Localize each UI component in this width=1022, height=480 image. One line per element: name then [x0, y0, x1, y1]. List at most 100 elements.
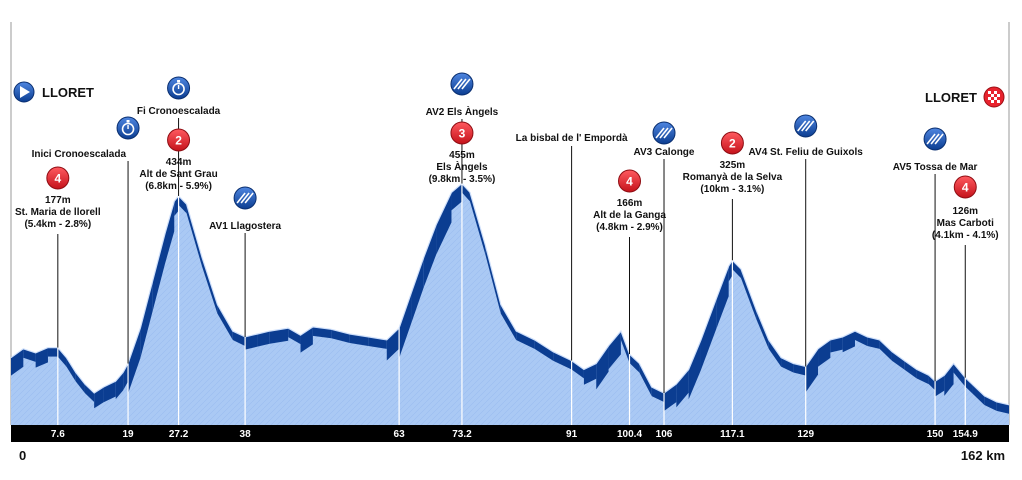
- annotation-text: Els Àngels: [436, 160, 488, 173]
- profile-slope-segment: [57, 347, 67, 367]
- sprint-stripe: [926, 133, 936, 145]
- profile-slope-segment: [500, 304, 517, 341]
- profile-slope-segment: [972, 384, 985, 405]
- start-town-label: LLORET: [42, 85, 94, 100]
- annotation-text: 325m: [720, 160, 746, 171]
- profile-slope-segment: [128, 328, 141, 394]
- annotation-sprint: AV1 Llagostera: [209, 186, 282, 337]
- profile-slope-segment: [944, 363, 954, 396]
- checker-square: [997, 100, 1000, 103]
- annotation-text: (4.1km - 4.1%): [932, 230, 999, 241]
- tick-label: 91: [566, 429, 578, 440]
- profile-slope-segment: [103, 381, 116, 403]
- profile-slope-segment: [485, 245, 501, 314]
- profile-slope-segment: [66, 357, 76, 382]
- profile-slope-segment: [830, 336, 843, 353]
- category-number: 4: [962, 181, 969, 195]
- category-number: 2: [175, 134, 182, 148]
- annotation-text: Alt de Sant Grau: [139, 169, 217, 180]
- tick-label: 154.9: [953, 429, 978, 440]
- sprint-stripe: [663, 127, 673, 139]
- tick-label: 117.1: [720, 429, 745, 440]
- profile-slope-segment: [688, 339, 701, 400]
- profile-slope-segment: [842, 331, 855, 353]
- tick-label: 63: [394, 429, 406, 440]
- profile-slope-segment: [781, 357, 794, 373]
- sprint-stripe: [801, 120, 811, 132]
- profile-slope-segment: [756, 310, 769, 349]
- annotation-sprint: AV4 St. Feliu de Guixols: [749, 114, 863, 367]
- sprint-stripe: [930, 133, 940, 145]
- profile-slope-segment: [553, 351, 572, 370]
- sprint-stripe: [659, 127, 669, 139]
- tick-label: 129: [797, 429, 814, 440]
- checkered-flag-icon: [988, 91, 1000, 103]
- profile-slope-segment: [608, 331, 621, 370]
- sprint-stripe: [236, 192, 246, 204]
- profile-slope-segment: [741, 269, 757, 320]
- profile-slope-segment: [140, 280, 153, 359]
- km-bar-layer: 7.6 19 27.2 38 63 73.2 91 100.4 106 117.1 129 150 15…: [11, 425, 1009, 463]
- profile-slope-segment: [928, 375, 936, 391]
- profile-slope-segment: [232, 331, 246, 346]
- annotation-text: AV1 Llagostera: [209, 221, 281, 232]
- category-icon: [450, 121, 474, 145]
- profile-slope-segment: [245, 334, 258, 350]
- annotation-text: Inici Cronoescalada: [32, 149, 127, 160]
- annotation-text: (4.8km - 2.9%): [596, 222, 663, 233]
- profile-slope-segment: [935, 375, 945, 397]
- guide-lines-layer: [57, 183, 966, 425]
- category-icon: [46, 166, 70, 190]
- annotation-text: (10km - 3.1%): [700, 184, 764, 195]
- profile-slope-segment: [469, 192, 486, 255]
- profile-layer: [10, 182, 1010, 425]
- profile-slope-segment: [916, 369, 929, 385]
- annotation-sprint: AV5 Tossa de Mar: [893, 127, 978, 382]
- sprint-stripe: [805, 120, 815, 132]
- profile-slope-segment: [879, 339, 892, 361]
- checker-square: [994, 97, 997, 100]
- annotation-text: AV5 Tossa de Mar: [893, 162, 978, 173]
- sprint-stripe: [240, 192, 250, 204]
- annotation-text: Fi Cronoescalada: [137, 106, 221, 117]
- annotation-text: AV2 Els Àngels: [426, 105, 499, 118]
- annotation-text: AV3 Calonge: [634, 147, 695, 158]
- profile-slope-segment: [152, 233, 166, 311]
- profile-slope-segment: [423, 224, 437, 288]
- profile-slope-segment: [732, 260, 742, 279]
- category-icon: [167, 128, 191, 152]
- profile-slope-segment: [411, 257, 424, 323]
- annotation-text: 455m: [449, 150, 475, 161]
- stopwatch-dial: [172, 82, 185, 96]
- checker-square: [988, 91, 991, 94]
- profile-slope-segment: [805, 348, 819, 393]
- category-icon: [618, 169, 642, 193]
- profile-slope-segment: [47, 347, 58, 357]
- annotation-sprint: AV2 Els Àngels: [426, 72, 499, 184]
- profile-slope-segment: [639, 363, 652, 397]
- profile-slope-segment: [386, 328, 400, 361]
- axis-start-label: 0: [19, 448, 26, 463]
- tick-label: 100.4: [617, 429, 642, 440]
- annotation-sprint: AV3 Calonge: [634, 121, 695, 393]
- tick-label: 38: [240, 429, 252, 440]
- tick-label: 150: [927, 429, 944, 440]
- profile-slope-segment: [257, 331, 270, 347]
- profile-slope-segment: [165, 201, 175, 264]
- annotation-place: La bisbal de l' Empordà: [516, 133, 628, 361]
- category-number: 2: [729, 137, 736, 151]
- annotation-text: 434m: [166, 157, 192, 168]
- category-icon: [720, 131, 744, 155]
- profile-ridge-line: [10, 182, 1010, 406]
- sprint-stripe: [453, 78, 463, 90]
- profile-slope-segment: [399, 292, 412, 359]
- stopwatch-dial: [121, 122, 135, 136]
- places-layer: LLORET LLORET: [13, 81, 1005, 108]
- profile-slope-segment: [953, 363, 966, 387]
- stopwatch-crown: [177, 80, 181, 83]
